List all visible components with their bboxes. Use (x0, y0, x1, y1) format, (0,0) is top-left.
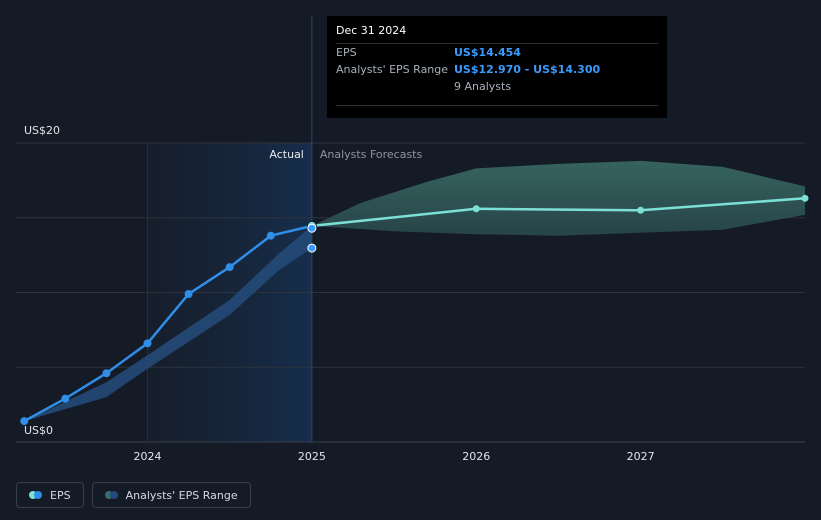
legend-eps-label: EPS (50, 488, 71, 502)
y-tick-label-bottom: US$0 (24, 424, 53, 437)
tooltip-range-row: Analysts' EPS Range US$12.970 - US$14.30… (336, 61, 658, 78)
x-tick-label: 2027 (627, 450, 655, 463)
tooltip-analysts-row: 9 Analysts (336, 78, 658, 95)
tooltip-analysts-count: 9 Analysts (454, 80, 512, 93)
data-tooltip: Dec 31 2024 EPS US$14.454 Analysts' EPS … (327, 16, 667, 118)
eps-chart: US$20 US$0 2024 2025 2026 2027 Actual Analysts … (16, 16, 809, 463)
region-label-forecast: Analysts Forecasts (320, 148, 423, 161)
tooltip-range-value: US$12.970 - US$14.300 (454, 63, 601, 76)
range-highlight-point (307, 243, 317, 253)
eps-actual-point (184, 289, 193, 298)
tooltip-range-label: Analysts' EPS Range (336, 63, 449, 76)
eps-actual-point (266, 231, 275, 240)
eps-legend-icon (29, 491, 42, 499)
x-tick-label: 2026 (462, 450, 490, 463)
tooltip-date: Dec 31 2024 (336, 24, 407, 37)
forecast-range-band (311, 160, 805, 236)
x-tick-label: 2024 (134, 450, 162, 463)
range-legend-icon (104, 491, 118, 499)
tooltip-eps-value: US$14.454 (454, 46, 521, 59)
tooltip-divider (336, 105, 658, 106)
legend-item-eps[interactable]: EPS (16, 482, 84, 508)
eps-actual-point (102, 369, 111, 378)
eps-forecast-line (311, 197, 806, 228)
x-tick-label: 2025 (298, 450, 326, 463)
eps-actual-point (61, 394, 70, 403)
legend-range-label: Analysts' EPS Range (125, 488, 238, 502)
eps-forecast-point (801, 194, 809, 202)
region-label-actual: Actual (269, 148, 303, 161)
range-highlight-point (307, 223, 317, 233)
eps-actual-point (20, 417, 29, 426)
tooltip-eps-row: EPS US$14.454 (336, 43, 658, 61)
y-tick-label-top: US$20 (24, 124, 60, 137)
eps-actual-point (143, 339, 152, 348)
legend-item-range[interactable]: Analysts' EPS Range (91, 482, 251, 508)
eps-actual-line (23, 224, 313, 423)
chart-legend: EPS Analysts' EPS Range (16, 482, 251, 508)
tooltip-eps-label: EPS (336, 46, 357, 59)
eps-forecast-point (637, 206, 645, 214)
eps-actual-point (225, 263, 234, 272)
eps-forecast-point (472, 205, 480, 213)
